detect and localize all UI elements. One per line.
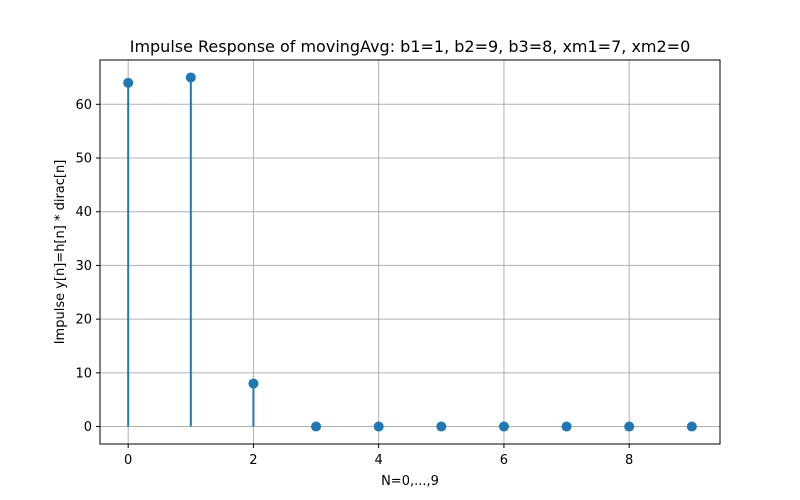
y-tick-label: 50 <box>75 152 92 167</box>
chart-title: Impulse Response of movingAvg: b1=1, b2=… <box>130 37 691 56</box>
stem-marker <box>561 421 572 432</box>
stem-marker <box>373 421 384 432</box>
x-tick-label: 4 <box>375 453 383 468</box>
stem-marker <box>436 421 447 432</box>
stem-marker <box>248 378 259 389</box>
grid-layer <box>100 60 720 444</box>
y-axis-label: Impulse y[n]=h[n] * dirac[n] <box>53 160 68 345</box>
y-tick-label: 30 <box>75 259 92 274</box>
y-tick-label: 0 <box>84 420 92 435</box>
x-tick-label: 6 <box>500 453 508 468</box>
x-tick-label: 0 <box>124 453 132 468</box>
plot-frame <box>99 59 721 445</box>
stem-marker <box>311 421 322 432</box>
stem-marker <box>498 421 509 432</box>
stem-marker <box>185 72 196 83</box>
y-tick-label: 20 <box>75 313 92 328</box>
tick-layer: 0 2 4 6 8 0 10 20 30 40 50 60 <box>75 98 633 468</box>
y-tick-label: 10 <box>75 366 92 381</box>
y-tick-label: 60 <box>75 98 92 113</box>
stem-marker <box>686 421 697 432</box>
stem-layer <box>123 72 697 432</box>
y-tick-label: 40 <box>75 205 92 220</box>
x-tick-label: 2 <box>249 453 257 468</box>
axis-layer <box>99 59 721 445</box>
x-axis-label: N=0,...,9 <box>381 474 439 489</box>
stem-marker <box>123 77 134 88</box>
stem-marker <box>624 421 635 432</box>
x-tick-label: 8 <box>625 453 633 468</box>
